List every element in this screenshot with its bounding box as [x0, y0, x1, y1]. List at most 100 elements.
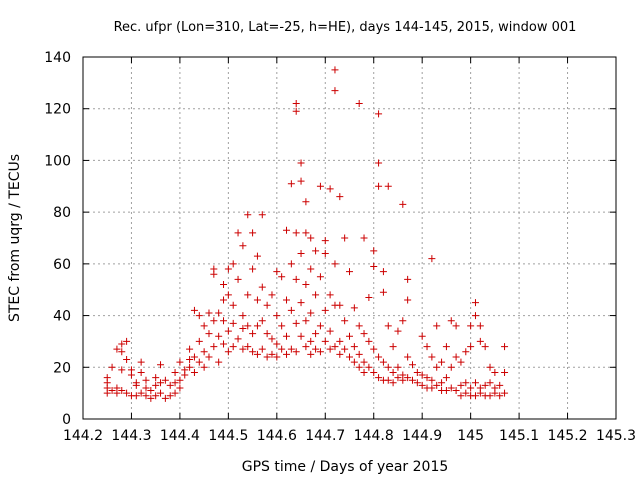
data-point: [404, 296, 412, 304]
data-point: [428, 384, 436, 392]
data-point: [457, 381, 465, 389]
data-point: [190, 353, 198, 361]
data-point: [413, 368, 421, 376]
data-point: [428, 255, 436, 263]
data-points: [103, 66, 509, 402]
data-point: [307, 265, 315, 273]
data-point: [457, 358, 465, 366]
data-point: [486, 379, 494, 387]
data-point: [292, 319, 300, 327]
data-point: [253, 296, 261, 304]
data-point: [186, 363, 194, 371]
data-point: [467, 384, 475, 392]
data-point: [413, 379, 421, 387]
data-point: [210, 343, 218, 351]
data-point: [253, 252, 261, 260]
data-point: [331, 66, 339, 74]
data-point: [166, 381, 174, 389]
data-point: [302, 281, 310, 289]
data-point: [229, 343, 237, 351]
data-point: [418, 371, 426, 379]
data-point: [365, 293, 373, 301]
data-point: [152, 374, 160, 382]
data-point: [404, 374, 412, 382]
data-point: [118, 387, 126, 395]
data-point: [287, 306, 295, 314]
data-point: [166, 392, 174, 400]
data-point: [118, 366, 126, 374]
data-point: [375, 374, 383, 382]
data-point: [239, 345, 247, 353]
data-point: [302, 229, 310, 237]
data-point: [200, 363, 208, 371]
data-point: [428, 353, 436, 361]
data-point: [244, 211, 252, 219]
data-point: [292, 100, 300, 108]
data-point: [350, 358, 358, 366]
y-tick-label: 80: [53, 205, 71, 221]
x-tick-label: 144.8: [354, 428, 394, 444]
data-point: [113, 345, 121, 353]
data-point: [278, 273, 286, 281]
data-point: [501, 389, 509, 397]
data-point: [229, 301, 237, 309]
data-point: [438, 358, 446, 366]
chart-title: Rec. ufpr (Lon=310, Lat=-25, h=HE), days…: [114, 20, 577, 35]
data-point: [220, 340, 228, 348]
data-point: [399, 317, 407, 325]
data-point: [316, 348, 324, 356]
data-point: [370, 345, 378, 353]
data-point: [224, 348, 232, 356]
y-tick-label: 120: [44, 102, 71, 118]
x-tick-label: 145.1: [499, 428, 539, 444]
data-point: [457, 392, 465, 400]
data-point: [341, 345, 349, 353]
data-point: [336, 301, 344, 309]
data-point: [273, 353, 281, 361]
data-point: [452, 322, 460, 330]
data-point: [205, 353, 213, 361]
data-point: [467, 322, 475, 330]
data-point: [452, 353, 460, 361]
data-point: [234, 335, 242, 343]
data-point: [370, 247, 378, 255]
y-tick-label: 40: [53, 309, 71, 325]
data-point: [287, 260, 295, 268]
data-point: [471, 392, 479, 400]
data-point: [297, 299, 305, 307]
data-point: [224, 265, 232, 273]
data-point: [210, 270, 218, 278]
data-point: [268, 350, 276, 358]
data-point: [283, 226, 291, 234]
data-point: [200, 348, 208, 356]
data-point: [476, 322, 484, 330]
data-point: [123, 337, 131, 345]
x-tick-label: 144.4: [160, 428, 200, 444]
data-point: [476, 337, 484, 345]
data-point: [307, 309, 315, 317]
data-point: [273, 340, 281, 348]
data-point: [113, 389, 121, 397]
data-point: [249, 330, 257, 338]
data-point: [297, 177, 305, 185]
data-point: [268, 335, 276, 343]
y-tick-label: 140: [44, 50, 71, 66]
data-point: [321, 237, 329, 245]
data-point: [142, 376, 150, 384]
data-point: [452, 387, 460, 395]
data-point: [108, 363, 116, 371]
data-point: [253, 350, 261, 358]
data-point: [132, 392, 140, 400]
data-point: [103, 374, 111, 382]
data-point: [384, 182, 392, 190]
data-point: [152, 392, 160, 400]
x-axis-label: GPS time / Days of year 2015: [242, 459, 449, 475]
x-tick-label: 145.2: [547, 428, 587, 444]
data-point: [263, 330, 271, 338]
y-axis-label: STEC from uqrg / TECUs: [7, 154, 23, 322]
data-point: [394, 374, 402, 382]
x-tick-label: 144.2: [63, 428, 103, 444]
data-point: [258, 283, 266, 291]
